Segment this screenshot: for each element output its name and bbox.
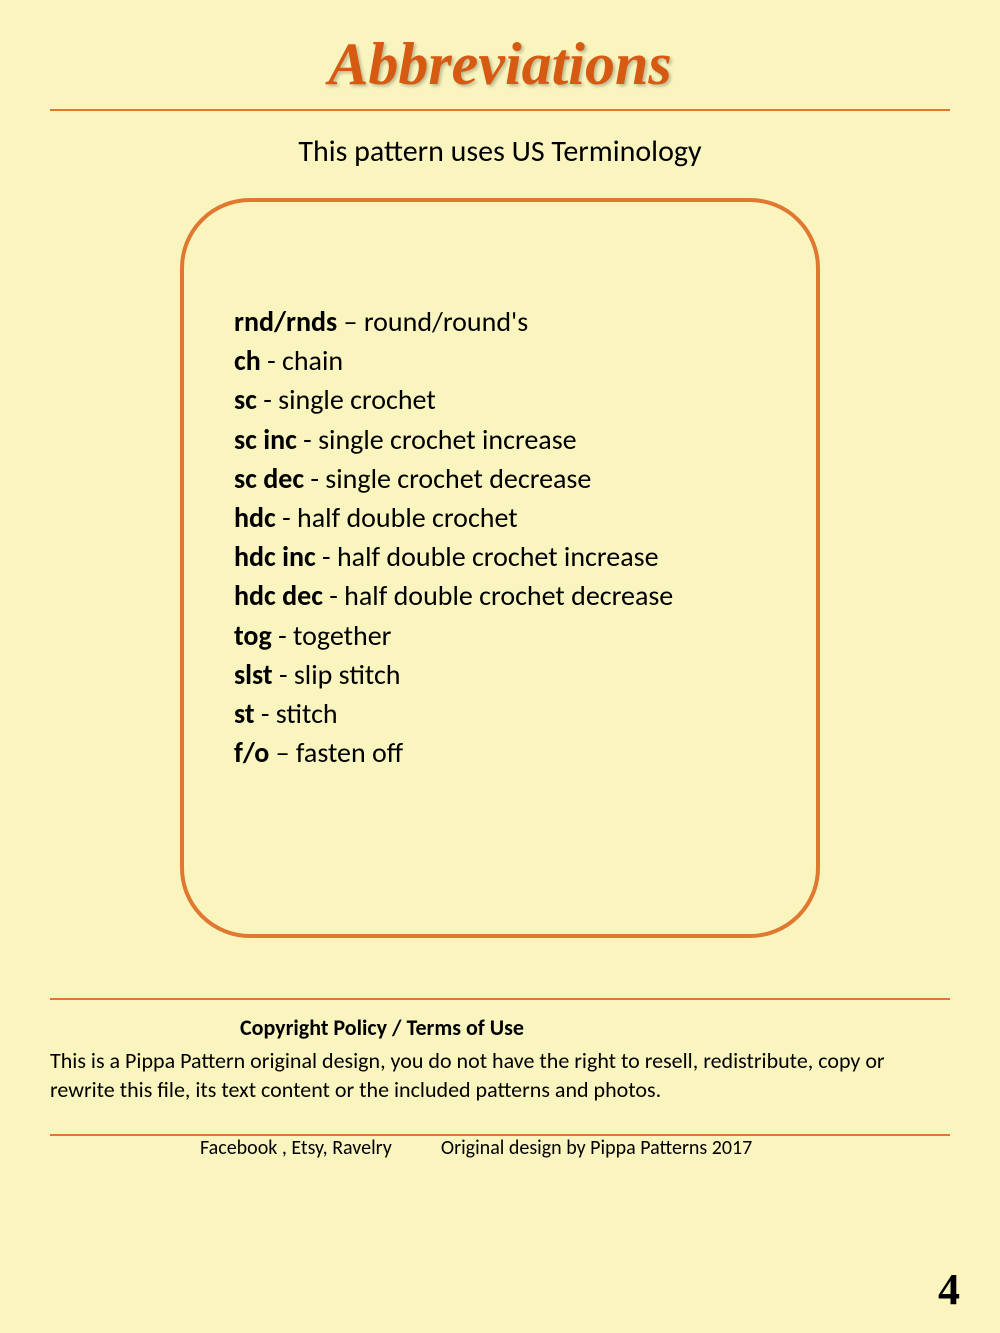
abbreviation-row: sc dec - single crochet decrease <box>234 459 776 498</box>
abbreviation-term: ch <box>234 343 261 378</box>
abbreviation-term: slst <box>234 657 273 692</box>
abbreviation-term: st <box>234 696 255 731</box>
divider-top <box>50 109 950 111</box>
abbreviation-definition: – round/round's <box>337 304 528 339</box>
footer: Facebook , Etsy, Ravelry Original design… <box>50 1136 950 1160</box>
abbreviation-definition: - half double crochet increase <box>316 539 659 574</box>
abbreviation-definition: - together <box>272 618 392 653</box>
abbreviation-definition: - single crochet decrease <box>304 461 591 496</box>
abbreviation-row: rnd/rnds – round/round's <box>234 302 776 341</box>
footer-credit: Original design by Pippa Patterns 2017 <box>441 1136 752 1160</box>
abbreviation-row: sc - single crochet <box>234 380 776 419</box>
abbreviation-list: rnd/rnds – round/round'sch - chainsc - s… <box>234 302 776 772</box>
abbreviation-term: hdc <box>234 500 276 535</box>
abbreviation-term: sc dec <box>234 461 304 496</box>
abbreviation-definition: - half double crochet decrease <box>323 578 673 613</box>
abbreviation-box: rnd/rnds – round/round'sch - chainsc - s… <box>180 198 820 938</box>
abbreviation-term: sc <box>234 382 263 417</box>
abbreviation-definition: - half double crochet <box>276 500 518 535</box>
abbreviation-definition: - stitch <box>255 696 338 731</box>
abbreviation-definition: - single crochet increase <box>297 422 577 457</box>
abbreviation-row: hdc dec - half double crochet decrease <box>234 576 776 615</box>
abbreviation-term: f/o <box>234 735 269 770</box>
abbreviation-row: sc inc - single crochet increase <box>234 420 776 459</box>
abbreviation-definition: - single crochet <box>263 382 435 417</box>
abbreviation-term: rnd/rnds <box>234 304 337 339</box>
abbreviation-term: hdc inc <box>234 539 316 574</box>
abbreviation-row: hdc inc - half double crochet increase <box>234 537 776 576</box>
page-number: 4 <box>938 1264 960 1315</box>
abbreviation-row: slst - slip stitch <box>234 655 776 694</box>
abbreviation-row: f/o – fasten off <box>234 733 776 772</box>
divider-bottom <box>50 998 950 1000</box>
policy-heading: Copyright Policy / Terms of Use <box>50 1014 950 1041</box>
abbreviation-row: st - stitch <box>234 694 776 733</box>
abbreviation-definition: – fasten off <box>269 735 403 770</box>
abbreviation-row: ch - chain <box>234 341 776 380</box>
page-title: Abbreviations <box>50 30 950 99</box>
abbreviation-row: hdc - half double crochet <box>234 498 776 537</box>
page: Abbreviations This pattern uses US Termi… <box>0 0 1000 1333</box>
abbreviation-term: tog <box>234 618 272 653</box>
abbreviation-term: hdc dec <box>234 578 323 613</box>
footer-links: Facebook , Etsy, Ravelry <box>200 1136 392 1160</box>
subtitle: This pattern uses US Terminology <box>50 133 950 170</box>
abbreviation-definition: - slip stitch <box>273 657 401 692</box>
abbreviation-term: sc inc <box>234 422 297 457</box>
policy-body: This is a Pippa Pattern original design,… <box>50 1047 950 1104</box>
abbreviation-definition: - chain <box>261 343 343 378</box>
abbreviation-row: tog - together <box>234 616 776 655</box>
